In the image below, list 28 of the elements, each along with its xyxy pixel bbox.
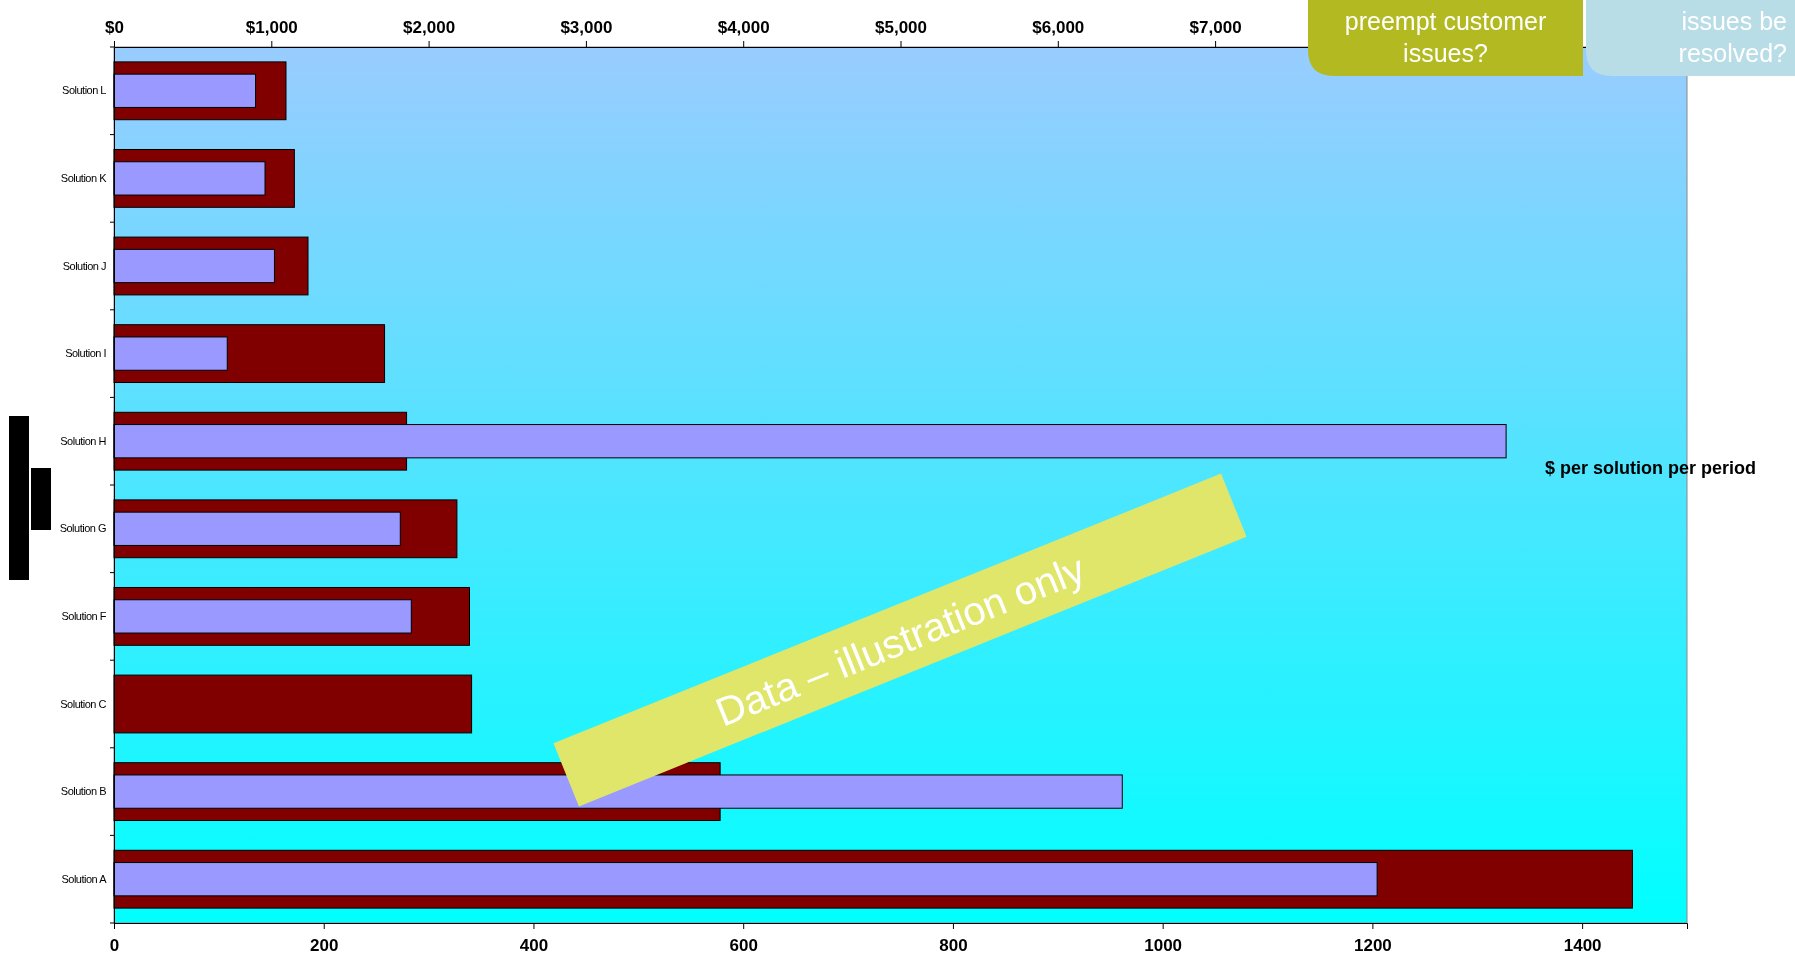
- y-tick-label: Solution I: [65, 347, 107, 360]
- x-tick-label: 1000: [1144, 935, 1183, 955]
- y-tick-label: Solution K: [60, 171, 108, 184]
- annotation: issues be resolved?: [1678, 7, 1787, 67]
- x2-tick-label: $7,000: [1189, 17, 1242, 37]
- y-tick-label: Solution L: [62, 84, 107, 97]
- x-tick-label: 200: [310, 935, 339, 955]
- x2-tick-label: $1,000: [245, 17, 298, 37]
- x2-tick-label: $3,000: [560, 17, 613, 37]
- y-tick-label: Solution C: [60, 697, 107, 710]
- y-tick-label: Solution A: [61, 872, 108, 885]
- y-tick-label: Solution F: [61, 609, 107, 622]
- x-tick-label: 1400: [1563, 935, 1602, 955]
- x2-tick-label: $5,000: [875, 17, 927, 37]
- y-tick-label: Solution J: [62, 259, 106, 272]
- x2-tick-label: $6,000: [1032, 17, 1085, 37]
- y-tick-label: Solution H: [60, 434, 107, 447]
- x2-tick-label: $4,000: [717, 17, 770, 37]
- y-tick-label: Solution G: [59, 522, 106, 535]
- x-tick-label: 400: [519, 935, 549, 955]
- x-tick-label: 1200: [1353, 935, 1392, 955]
- y-tick-label: Solution B: [60, 785, 107, 798]
- x2-tick-label: $0: [105, 17, 124, 37]
- x-tick-label: 0: [109, 935, 120, 955]
- annotation: preempt customer issues?: [1344, 7, 1547, 67]
- x-tick-label: 800: [939, 935, 968, 955]
- x2-tick-label: $2,000: [403, 17, 456, 37]
- x-tick-label: 600: [729, 935, 758, 955]
